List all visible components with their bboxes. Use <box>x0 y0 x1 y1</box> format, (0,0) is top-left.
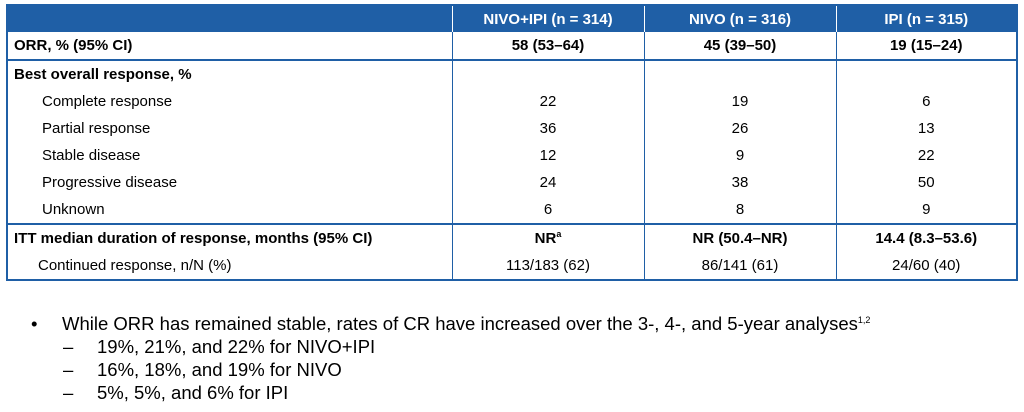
dor-nivo-ipi: NRa <box>451 223 644 252</box>
dash-marker: – <box>63 359 74 380</box>
continued-row: Continued response, n/N (%) 113/183 (62)… <box>8 252 1016 279</box>
table-row: Partial response 36 26 13 <box>8 115 1016 142</box>
sub-bullet: – 16%, 18%, and 19% for NIVO <box>0 358 1024 381</box>
continued-ipi: 24/60 (40) <box>835 252 1016 279</box>
dor-nivo: NR (50.4–NR) <box>643 223 836 252</box>
bullet-main: • While ORR has remained stable, rates o… <box>0 312 1024 335</box>
continued-label: Continued response, n/N (%) <box>38 257 232 274</box>
bor-header-empty-1 <box>451 59 644 88</box>
header-nivo: NIVO (n = 316) <box>643 6 836 32</box>
bor-row-label: Stable disease <box>42 147 141 164</box>
response-table: NIVO+IPI (n = 314) NIVO (n = 316) IPI (n… <box>8 6 1016 279</box>
sub-bullet: – 19%, 21%, and 22% for NIVO+IPI <box>0 335 1024 358</box>
bullet-marker: • <box>31 313 38 334</box>
bor-row-label: Progressive disease <box>42 174 178 191</box>
bor-header-empty-2 <box>643 59 836 88</box>
bor-row-label: Complete response <box>42 93 173 110</box>
bor-header-label: Best overall response, % <box>8 59 452 88</box>
bor-value: 6 <box>835 88 1016 115</box>
continued-nivo: 86/141 (61) <box>643 252 836 279</box>
continued-nivo-ipi: 113/183 (62) <box>451 252 644 279</box>
bor-value: 26 <box>643 115 836 142</box>
results-table-container: NIVO+IPI (n = 314) NIVO (n = 316) IPI (n… <box>6 4 1018 281</box>
dor-nivo-ipi-value: NR <box>534 230 557 247</box>
sub-bullet-text: 16%, 18%, and 19% for NIVO <box>97 359 342 380</box>
header-blank-cell <box>8 6 452 32</box>
bor-value: 6 <box>451 196 644 224</box>
bullet-list: • While ORR has remained stable, rates o… <box>0 312 1024 404</box>
bor-value: 9 <box>835 196 1016 224</box>
dash-marker: – <box>63 336 74 357</box>
sub-bullet-text: 5%, 5%, and 6% for IPI <box>97 382 289 403</box>
bor-value: 9 <box>643 142 836 169</box>
bor-value: 13 <box>835 115 1016 142</box>
bor-value: 12 <box>451 142 644 169</box>
orr-nivo-ipi: 58 (53–64) <box>451 32 644 60</box>
bor-value: 36 <box>451 115 644 142</box>
dor-footnote-mark: a <box>556 229 562 239</box>
bor-row-label: Unknown <box>42 201 105 218</box>
bor-header-row: Best overall response, % <box>8 59 1016 88</box>
table-row: Unknown 6 8 9 <box>8 196 1016 224</box>
bor-value: 24 <box>451 169 644 196</box>
bor-value: 22 <box>451 88 644 115</box>
table-header-row: NIVO+IPI (n = 314) NIVO (n = 316) IPI (n… <box>8 6 1016 32</box>
sub-bullet: – 5%, 5%, and 6% for IPI <box>0 381 1024 404</box>
header-nivo-ipi: NIVO+IPI (n = 314) <box>451 6 644 32</box>
bor-value: 38 <box>643 169 836 196</box>
table-row: Stable disease 12 9 22 <box>8 142 1016 169</box>
table-row: Complete response 22 19 6 <box>8 88 1016 115</box>
orr-nivo: 45 (39–50) <box>643 32 836 60</box>
table-row: Progressive disease 24 38 50 <box>8 169 1016 196</box>
dor-label: ITT median duration of response, months … <box>8 223 452 252</box>
dor-ipi: 14.4 (8.3–53.6) <box>835 223 1016 252</box>
bor-header-empty-3 <box>835 59 1016 88</box>
bor-row-label: Partial response <box>42 120 151 137</box>
orr-label: ORR, % (95% CI) <box>14 37 133 54</box>
sub-bullet-text: 19%, 21%, and 22% for NIVO+IPI <box>97 336 376 357</box>
bor-value: 8 <box>643 196 836 224</box>
dash-marker: – <box>63 382 74 403</box>
header-ipi: IPI (n = 315) <box>835 6 1016 32</box>
bor-value: 22 <box>835 142 1016 169</box>
bullet-reference: 1,2 <box>857 314 871 325</box>
bullet-main-text: While ORR has remained stable, rates of … <box>62 313 858 334</box>
bor-value: 19 <box>643 88 836 115</box>
bor-value: 50 <box>835 169 1016 196</box>
dor-row: ITT median duration of response, months … <box>8 223 1016 252</box>
orr-row: ORR, % (95% CI) 58 (53–64) 45 (39–50) 19… <box>8 32 1016 60</box>
orr-ipi: 19 (15–24) <box>835 32 1016 60</box>
